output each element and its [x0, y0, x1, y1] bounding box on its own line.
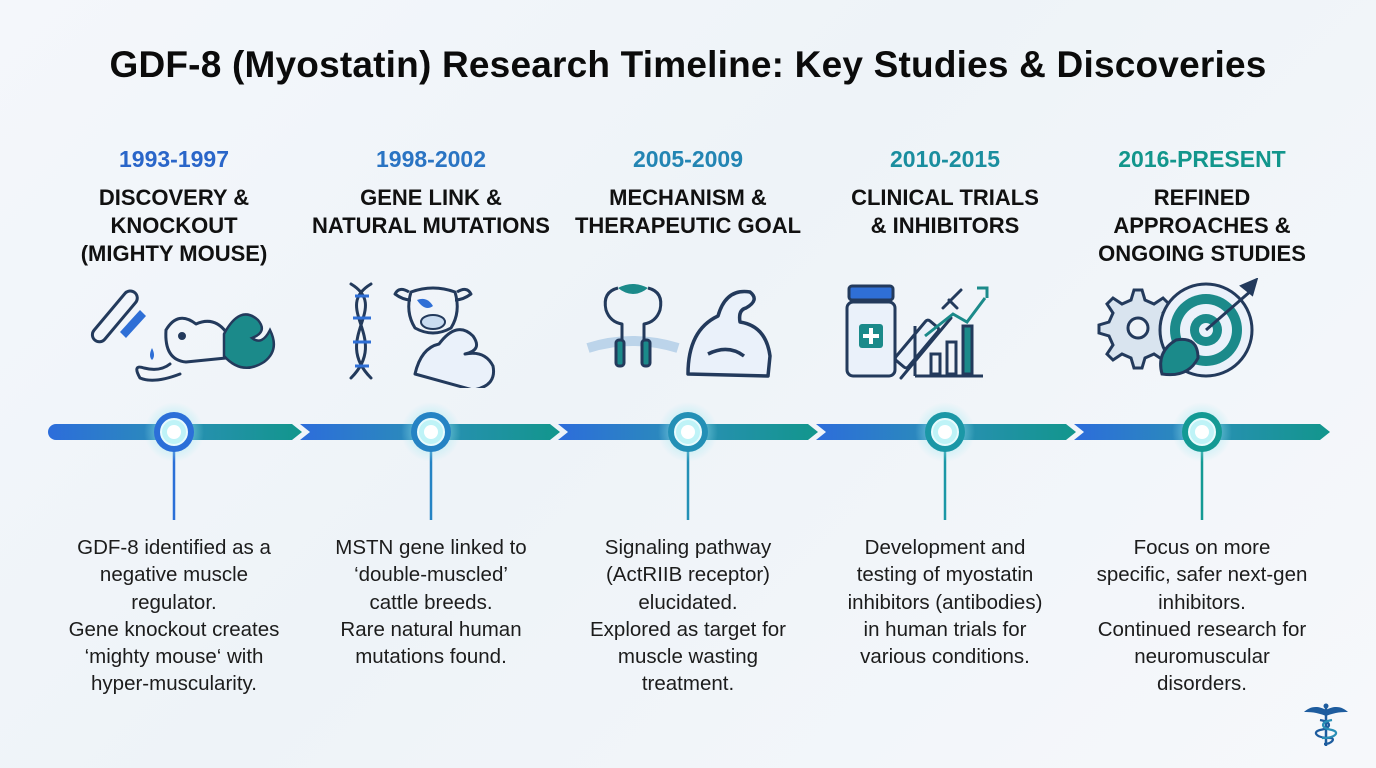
milestone-heading: REFINED APPROACHES & ONGOING STUDIES [1098, 185, 1306, 266]
milestone-description: GDF-8 identified as a negative muscle regu… [44, 534, 304, 698]
receptor-muscle-icon [586, 284, 772, 378]
caduceus-logo-icon [1304, 703, 1348, 746]
milestone-description: Signaling pathway (ActRIIB receptor) eluci… [558, 534, 818, 698]
description-line: cattle breeds. [369, 590, 493, 614]
timeline-node [1172, 402, 1232, 520]
description-line: neuromuscular [1134, 645, 1270, 669]
timeline-node [401, 402, 461, 520]
description-line: MSTN gene linked to [335, 536, 527, 559]
description-line: negative muscle [99, 563, 249, 587]
gear-target-icon [1097, 278, 1259, 378]
description-line: inhibitors. [1158, 590, 1246, 614]
milestone-heading: CLINICAL TRIALS & INHIBITORS [851, 185, 1039, 238]
description-line: Continued research for [1097, 617, 1307, 641]
milestone-year: 2010-2015 [890, 146, 1000, 172]
description-line: inhibitors (antibodies) [847, 590, 1043, 614]
description-line: testing of myostatin [856, 563, 1034, 587]
test-tube-mouse-muscle-icon [90, 289, 276, 382]
milestone-description: Development and testing of myostatin inhib… [815, 534, 1075, 670]
description-line: Signaling pathway [604, 536, 772, 559]
description-line: Gene knockout creates [68, 617, 280, 641]
milestone-description: MSTN gene linked to ‘double-muscled’ cattl… [301, 534, 561, 670]
description-line: Development and [864, 536, 1026, 559]
timeline-node [658, 402, 718, 520]
milestone-year: 1998-2002 [376, 146, 486, 172]
pill-bottle-syringe-chart-icon [845, 284, 989, 380]
page-title: GDF-8 (Myostatin) Research Timeline: Key… [109, 44, 1267, 85]
milestone-heading: GENE LINK & NATURAL MUTATIONS [312, 185, 550, 238]
description-line: elucidated. [638, 590, 738, 614]
milestone-heading: MECHANISM & THERAPEUTIC GOAL [574, 185, 802, 238]
dna-cow-muscle-icon [349, 282, 496, 388]
description-line: disorders. [1156, 672, 1247, 696]
description-line: various conditions. [860, 645, 1030, 669]
description-line: ‘mighty mouse‘ with [84, 645, 264, 669]
milestone-year: 1993-1997 [119, 146, 229, 172]
milestone-description: Focus on more specific, safer next-gen inh… [1072, 534, 1332, 698]
description-line: specific, safer next-gen [1096, 563, 1308, 587]
description-line: Focus on more [1133, 536, 1271, 559]
description-line: treatment. [641, 672, 735, 696]
description-line: Explored as target for [590, 617, 786, 641]
timeline-node [915, 402, 975, 520]
description-line: (ActRIIB receptor) [605, 563, 771, 587]
milestone-heading: DISCOVERY & KNOCKOUT (MIGHTY MOUSE) [80, 185, 268, 266]
description-line: Rare natural human [340, 617, 522, 641]
milestone-year: 2005-2009 [633, 146, 743, 172]
description-line: regulator. [131, 590, 217, 614]
description-line: ‘double-muscled’ [354, 563, 508, 587]
timeline-node [144, 402, 204, 520]
milestone-year: 2016-PRESENT [1118, 146, 1286, 172]
description-line: muscle wasting [617, 645, 759, 669]
description-line: hyper-muscularity. [91, 672, 257, 696]
description-line: mutations found. [355, 645, 507, 669]
description-line: GDF-8 identified as a [77, 536, 271, 559]
description-line: in human trials for [863, 617, 1027, 641]
